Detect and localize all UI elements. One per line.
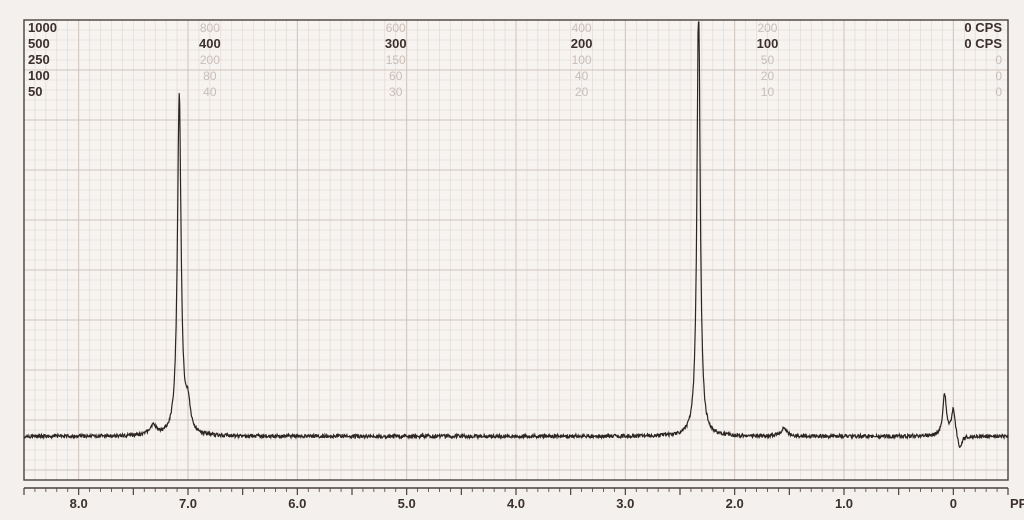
cps-label: 100 (572, 53, 592, 67)
cps-label: 80 (203, 69, 217, 83)
cps-label: 50 (761, 53, 775, 67)
cps-label: 1000 (28, 20, 57, 35)
cps-label: 100 (757, 36, 779, 51)
cps-label: 150 (386, 53, 406, 67)
cps-label: 400 (572, 21, 592, 35)
cps-label: 50 (28, 84, 42, 99)
x-tick-label: 4.0 (507, 496, 525, 511)
cps-label: 40 (575, 69, 589, 83)
x-tick-label: 8.0 (70, 496, 88, 511)
x-tick-label: 1.0 (835, 496, 853, 511)
cps-label: 0 (995, 53, 1002, 67)
cps-label: 250 (28, 52, 50, 67)
x-tick-label: 5.0 (398, 496, 416, 511)
x-tick-label: 0 (950, 496, 957, 511)
x-tick-label: 3.0 (616, 496, 634, 511)
cps-label: 100 (28, 68, 50, 83)
x-tick-label: 6.0 (288, 496, 306, 511)
cps-label: 800 (200, 21, 220, 35)
cps-label: 30 (389, 85, 403, 99)
cps-label: 20 (761, 69, 775, 83)
cps-label: 10 (761, 85, 775, 99)
spectrum-svg: 10008006004002000 CPS5004003002001000 CP… (0, 0, 1024, 520)
x-axis-unit: PPM (1010, 496, 1024, 511)
x-tick-label: 7.0 (179, 496, 197, 511)
x-tick-label: 2.0 (726, 496, 744, 511)
cps-label: 0 CPS (964, 20, 1002, 35)
cps-label: 200 (757, 21, 777, 35)
cps-label: 200 (200, 53, 220, 67)
cps-label: 40 (203, 85, 217, 99)
cps-label: 60 (389, 69, 403, 83)
cps-label: 600 (386, 21, 406, 35)
cps-label: 0 (995, 69, 1002, 83)
cps-label: 20 (575, 85, 589, 99)
cps-label: 400 (199, 36, 221, 51)
cps-label: 0 (995, 85, 1002, 99)
cps-label: 0 CPS (964, 36, 1002, 51)
cps-label: 500 (28, 36, 50, 51)
cps-label: 200 (571, 36, 593, 51)
cps-label: 300 (385, 36, 407, 51)
nmr-spectrum-chart: 10008006004002000 CPS5004003002001000 CP… (0, 0, 1024, 520)
